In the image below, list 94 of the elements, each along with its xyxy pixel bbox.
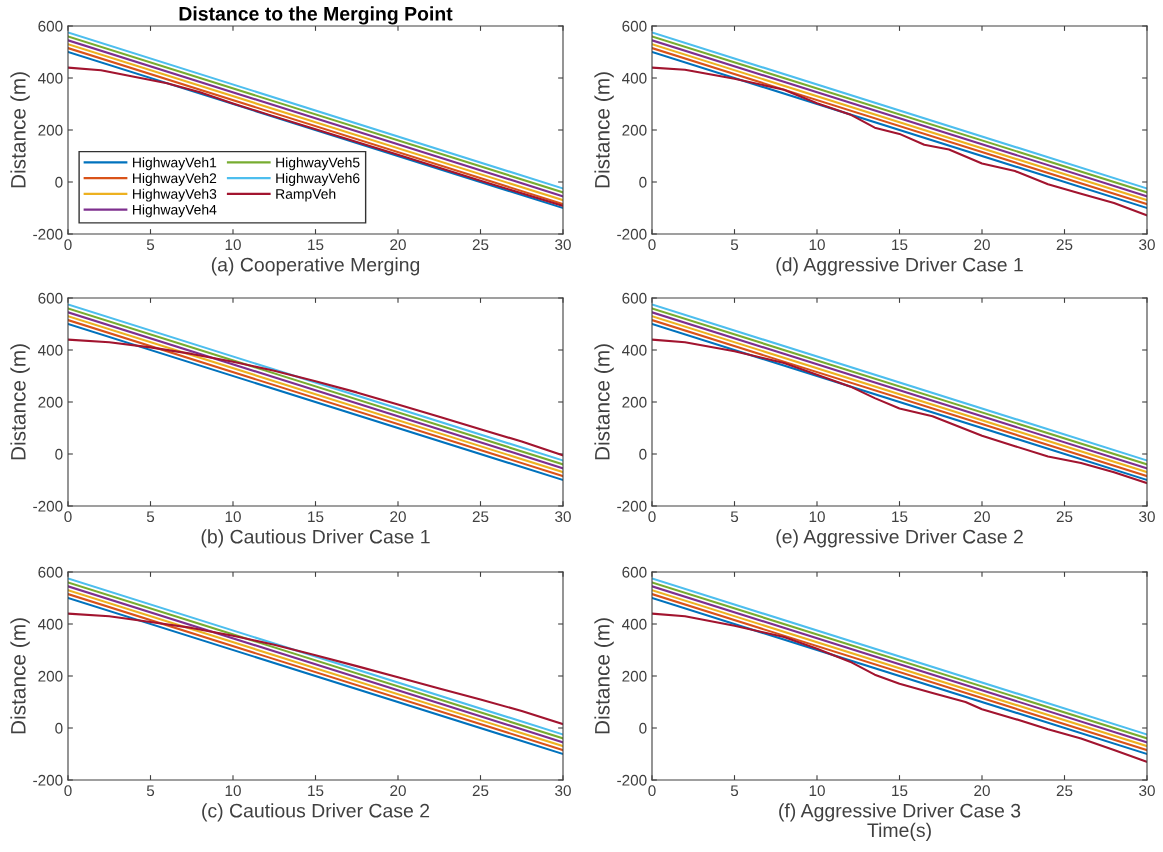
- y-tick-label: 600: [38, 566, 63, 578]
- y-tick-label: 0: [639, 176, 647, 188]
- x-tick-label: 20: [390, 239, 406, 251]
- x-tick-label: 25: [1056, 511, 1073, 523]
- x-tick-label: 20: [390, 511, 406, 523]
- y-tick-label: 400: [38, 618, 63, 630]
- y-tick-label: 0: [55, 722, 63, 734]
- x-axis-title: (f) Aggressive Driver Case 3 Time(s): [779, 803, 1021, 841]
- x-tick-label: 20: [974, 785, 990, 797]
- x-tick-label: 5: [730, 785, 739, 797]
- y-tick-label: 200: [622, 124, 647, 136]
- legend-label: HighwayVeh6: [276, 172, 360, 186]
- y-tick-label: -200: [33, 774, 63, 786]
- x-tick-label: 30: [1139, 785, 1155, 797]
- line-series: [68, 612, 563, 726]
- y-tick-label: -200: [617, 774, 647, 786]
- x-tick-label: 0: [648, 239, 656, 251]
- y-tick-label: 200: [622, 670, 647, 682]
- x-tick-label: 20: [974, 239, 990, 251]
- x-axis-title: (c) Cautious Driver Case 2: [202, 803, 430, 822]
- legend-label: HighwayVeh2: [133, 172, 217, 186]
- x-tick-label: 30: [555, 785, 571, 797]
- x-tick-label: 10: [225, 511, 241, 523]
- x-tick-label: 30: [555, 239, 571, 251]
- y-tick-label: 0: [55, 448, 63, 460]
- x-tick-label: 25: [1056, 239, 1073, 251]
- y-axis-title: Distance (m): [10, 72, 30, 188]
- y-axis-title: Distance (m): [10, 618, 30, 734]
- legend-label: HighwayVeh4: [133, 204, 217, 218]
- y-axis-title: Distance (m): [594, 618, 614, 734]
- x-tick-label: 5: [146, 511, 155, 523]
- y-tick-label: 600: [622, 292, 647, 304]
- y-tick-label: -200: [33, 228, 63, 240]
- x-tick-label: 30: [1139, 511, 1155, 523]
- x-tick-label: 15: [308, 785, 324, 797]
- y-tick-label: 400: [38, 72, 63, 84]
- x-tick-label: 5: [730, 239, 739, 251]
- legend-label: RampVeh: [276, 188, 336, 202]
- x-tick-label: 0: [648, 785, 656, 797]
- legend-label: HighwayVeh3: [133, 188, 217, 202]
- legend-label: HighwayVeh1: [133, 157, 217, 171]
- x-tick-label: 25: [472, 511, 489, 523]
- x-tick-label: 5: [146, 785, 155, 797]
- y-tick-label: 200: [38, 396, 63, 408]
- y-tick-label: 0: [639, 722, 647, 734]
- x-tick-label: 10: [809, 511, 825, 523]
- y-tick-label: 200: [622, 396, 647, 408]
- x-tick-label: 15: [892, 239, 908, 251]
- x-tick-label: 0: [648, 511, 656, 523]
- y-tick-label: 400: [622, 344, 647, 356]
- x-tick-label: 0: [64, 239, 72, 251]
- x-tick-label: 25: [472, 239, 489, 251]
- x-tick-label: 30: [1139, 239, 1155, 251]
- x-tick-label: 10: [225, 239, 241, 251]
- x-tick-label: 25: [1056, 785, 1073, 797]
- y-tick-label: 0: [55, 176, 63, 188]
- x-tick-label: 15: [892, 511, 908, 523]
- x-tick-label: 15: [892, 785, 908, 797]
- x-axis-title: (a) Cooperative Merging: [211, 257, 420, 276]
- x-tick-label: 25: [472, 785, 489, 797]
- x-tick-label: 0: [64, 785, 72, 797]
- y-tick-label: 600: [38, 292, 63, 304]
- legend-label: HighwayVeh5: [276, 157, 360, 171]
- y-tick-label: 400: [38, 344, 63, 356]
- chart-title: Distance to the Merging Point: [179, 6, 453, 25]
- x-axis-title: (e) Aggressive Driver Case 2: [776, 529, 1023, 548]
- y-tick-label: -200: [617, 500, 647, 512]
- y-axis-title: Distance (m): [594, 344, 614, 460]
- y-tick-label: 400: [622, 72, 647, 84]
- y-tick-label: 200: [38, 670, 63, 682]
- x-tick-label: 5: [146, 239, 155, 251]
- x-tick-label: 0: [64, 511, 72, 523]
- x-tick-label: 10: [809, 239, 825, 251]
- y-tick-label: 600: [622, 20, 647, 32]
- y-tick-label: 600: [38, 20, 63, 32]
- x-tick-label: 20: [390, 785, 406, 797]
- x-tick-label: 10: [809, 785, 825, 797]
- y-axis-title: Distance (m): [10, 344, 30, 460]
- line-series: [68, 338, 563, 457]
- y-axis-title: Distance (m): [594, 72, 614, 188]
- y-tick-label: -200: [33, 500, 63, 512]
- y-tick-label: 600: [622, 566, 647, 578]
- x-tick-label: 15: [308, 511, 324, 523]
- y-tick-label: 200: [38, 124, 63, 136]
- x-tick-label: 20: [974, 511, 990, 523]
- x-tick-label: 10: [225, 785, 241, 797]
- x-tick-label: 15: [308, 239, 324, 251]
- y-tick-label: -200: [617, 228, 647, 240]
- x-axis-title: (d) Aggressive Driver Case 1: [776, 257, 1023, 276]
- x-axis-title: (b) Cautious Driver Case 1: [201, 529, 430, 548]
- x-tick-label: 5: [730, 511, 739, 523]
- y-tick-label: 0: [639, 448, 647, 460]
- x-tick-label: 30: [555, 511, 571, 523]
- y-tick-label: 400: [622, 618, 647, 630]
